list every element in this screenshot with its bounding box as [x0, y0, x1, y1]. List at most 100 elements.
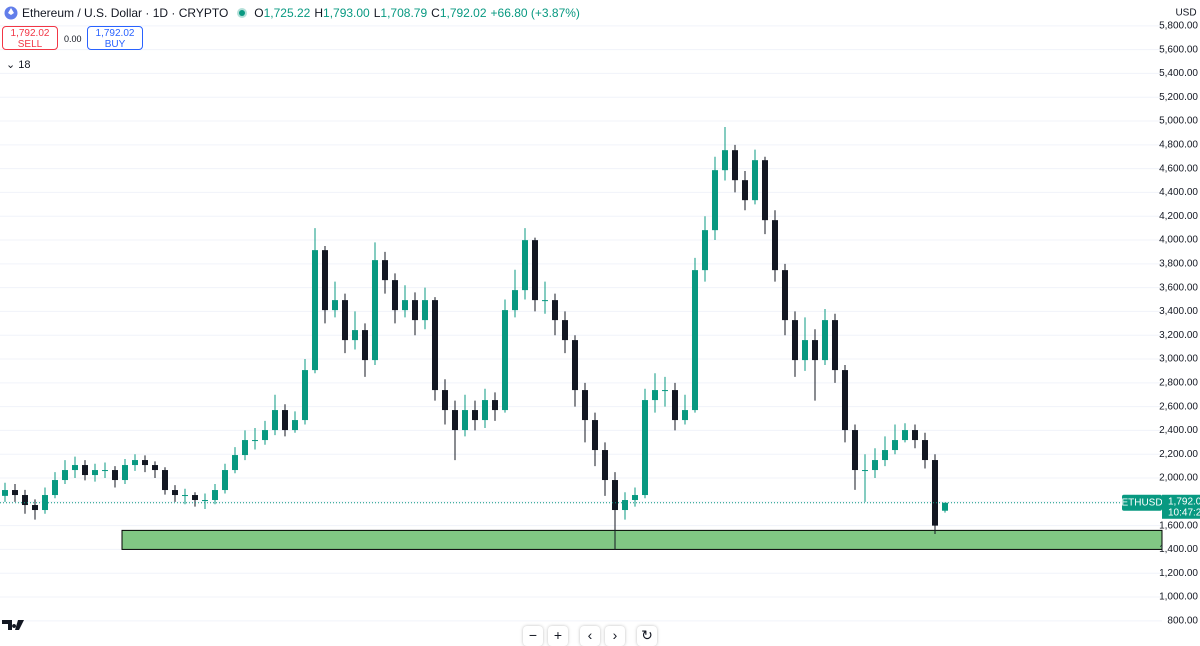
y-tick-label: 2,600.00 — [1159, 401, 1198, 412]
reset[interactable]: ↻ — [637, 626, 657, 646]
candle-body — [942, 502, 948, 511]
y-tick-label: 2,200.00 — [1159, 449, 1198, 460]
candle-body — [862, 470, 868, 472]
candle-body — [562, 320, 568, 341]
y-tick-label: 1,000.00 — [1159, 592, 1198, 603]
y-tick-label: 2,400.00 — [1159, 425, 1198, 436]
y-tick-label: 2,000.00 — [1159, 473, 1198, 484]
sell-label: SELL — [17, 39, 43, 50]
candle-body — [672, 390, 678, 421]
ohlc-o: 1,725.22 — [263, 6, 311, 20]
candle-body — [492, 400, 498, 411]
candle-body — [2, 490, 8, 496]
candle-body — [652, 390, 658, 401]
candle-body — [692, 270, 698, 411]
y-tick-label: 1,600.00 — [1159, 520, 1198, 531]
candle-body — [22, 495, 28, 506]
candle-body — [232, 455, 238, 471]
candle-body — [162, 470, 168, 491]
candle-body — [402, 300, 408, 311]
candle-body — [152, 465, 158, 471]
candle-body — [302, 370, 308, 421]
candle-body — [802, 340, 808, 361]
candle-body — [612, 480, 618, 511]
buy-button[interactable]: 1,792.02 BUY — [87, 26, 143, 50]
candle-body — [452, 410, 458, 431]
candle-body — [522, 240, 528, 291]
y-tick-label: 4,400.00 — [1159, 187, 1198, 198]
candle-body — [812, 340, 818, 361]
zoom-in[interactable]: + — [548, 626, 568, 646]
candle-body — [352, 330, 358, 341]
zoom-out[interactable]: − — [523, 626, 543, 646]
candle-body — [502, 310, 508, 411]
candle-body — [132, 460, 138, 466]
candle-body — [892, 440, 898, 451]
candle-body — [292, 420, 298, 431]
candle-body — [932, 460, 938, 526]
candle-body — [312, 250, 318, 371]
candle-body — [322, 250, 328, 311]
candle-body — [872, 460, 878, 471]
candle-body — [442, 390, 448, 411]
change: +66.80 (+3.87%) — [490, 6, 580, 20]
candle-body — [922, 440, 928, 461]
candle-body — [262, 430, 268, 441]
countdown: 10:47:2 — [1168, 507, 1200, 518]
candle-body — [182, 495, 188, 497]
market-status — [237, 8, 248, 18]
candle-body — [82, 465, 88, 476]
candle-body — [832, 320, 838, 371]
candle-body — [602, 450, 608, 481]
ohlc-h-label: H — [314, 6, 324, 20]
candle-body — [582, 390, 588, 421]
candle-body — [112, 470, 118, 481]
buy-label: BUY — [104, 39, 126, 50]
ohlc-c-label: C — [431, 6, 440, 20]
candle-body — [412, 300, 418, 321]
candle-body — [222, 470, 228, 491]
indicators-toggle[interactable]: ⌄ 18 — [6, 59, 31, 71]
candle-body — [372, 260, 378, 361]
legend-header: Ethereum / U.S. Dollar · 1D · CRYPTO O 1,… — [0, 0, 580, 26]
candle-body — [512, 290, 518, 311]
candle-body — [382, 260, 388, 281]
y-tick-label: 1,400.00 — [1159, 544, 1198, 555]
candle-body — [432, 300, 438, 391]
candle-body — [342, 300, 348, 341]
sell-button[interactable]: 1,792.02 SELL — [2, 26, 58, 50]
support-zone — [121, 529, 1163, 550]
price-axis: 800.00 1,000.00 1,200.00 1,400.00 1,600.00 1,… — [1121, 20, 1200, 626]
candle-body — [732, 150, 738, 181]
ohlc-l: 1,708.79 — [380, 6, 428, 20]
candle-body — [422, 300, 428, 321]
sell-price: 1,792.02 — [10, 28, 50, 39]
candle-body — [702, 230, 708, 271]
last-price-box — [1162, 494, 1200, 519]
candle-body — [762, 160, 768, 221]
candle-body — [122, 465, 128, 481]
candle-body — [202, 500, 208, 502]
y-tick-label: 5,600.00 — [1159, 44, 1198, 55]
scroll-left[interactable]: ‹ — [580, 626, 600, 646]
candle-body — [62, 470, 68, 481]
candle-body — [882, 450, 888, 461]
y-tick-label: 2,800.00 — [1159, 377, 1198, 388]
candle-body — [572, 340, 578, 391]
symbol-tag: ETHUSD — [1121, 497, 1162, 508]
scroll-right[interactable]: › — [605, 626, 625, 646]
candle-body — [32, 505, 38, 511]
candle-body — [792, 320, 798, 361]
candle-body — [272, 410, 278, 431]
ohlc-c: 1,792.02 — [439, 6, 487, 20]
y-tick-label: 3,400.00 — [1159, 306, 1198, 317]
candle-body — [482, 400, 488, 421]
candle-body — [92, 470, 98, 476]
buy-price: 1,792.02 — [95, 28, 135, 39]
candle-body — [472, 410, 478, 421]
candle-body — [852, 430, 858, 471]
y-tick-label: 3,800.00 — [1159, 258, 1198, 269]
y-tick-label: 5,200.00 — [1159, 92, 1198, 103]
candle-body — [142, 460, 148, 466]
candles — [0, 126, 1163, 550]
